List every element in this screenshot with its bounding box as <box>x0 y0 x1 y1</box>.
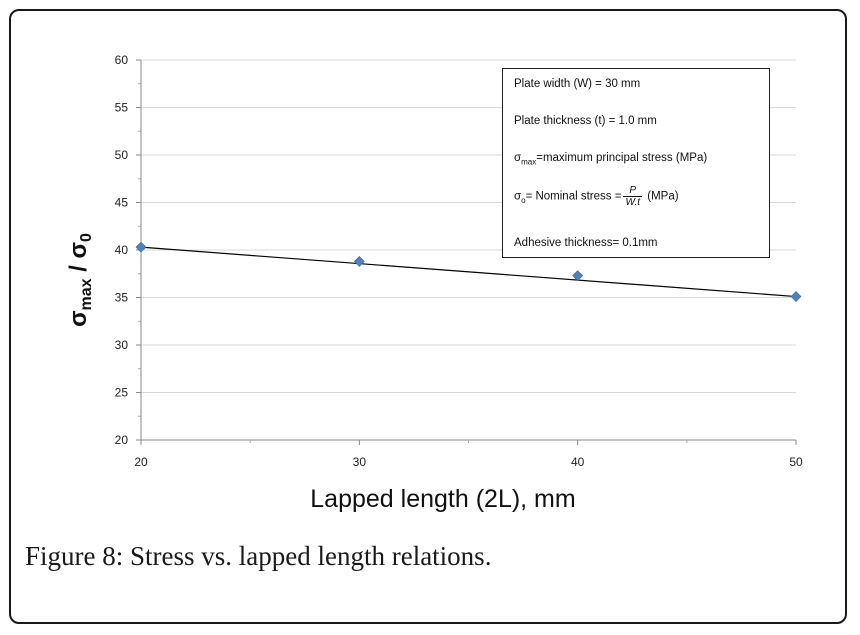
y-axis-label: σmax / σ0 <box>65 233 95 327</box>
y-label-sub-max: max <box>78 278 95 310</box>
x-tick-label: 20 <box>134 455 148 469</box>
y-tick-labels: 20 25 30 35 40 45 50 55 60 <box>115 53 129 447</box>
legend-sigma-max-symbol: σ <box>514 152 522 164</box>
y-tick-label: 25 <box>115 386 129 400</box>
y-tick-label: 50 <box>115 148 129 162</box>
legend-adhesive: Adhesive thickness= 0.1mm <box>514 237 658 249</box>
caption-label: Figure 8: <box>25 541 124 571</box>
y-label-sep: / <box>65 258 92 278</box>
x-tick-labels: 20 30 40 50 <box>134 455 803 469</box>
x-tick-label: 30 <box>353 455 367 469</box>
x-tick-label: 50 <box>789 455 803 469</box>
data-point <box>135 241 147 253</box>
legend-sigma-max-sub: max <box>521 157 537 167</box>
legend-sigma-o-unit: (MPa) <box>647 190 679 203</box>
legend-sigma-o-symbol: σ <box>514 190 522 203</box>
x-tick-label: 40 <box>571 455 585 469</box>
y-tick-label: 55 <box>115 101 129 115</box>
legend-plate-width: Plate width (W) = 30 mm <box>514 78 641 90</box>
fraction-numerator: P <box>623 185 643 197</box>
legend-sigma-max: σmax=maximum principal stress (MPa) <box>514 152 707 166</box>
legend-box: Plate width (W) = 30 mm Plate thickness … <box>502 68 770 258</box>
y-label-sub-zero: 0 <box>78 233 95 242</box>
x-axis-label: Lapped length (2L), mm <box>310 485 575 513</box>
figure-caption: Figure 8: Stress vs. lapped length relat… <box>25 541 491 572</box>
legend-sigma-nominal: σo= Nominal stress = P W.t (MPa) <box>514 185 679 208</box>
y-tick-label: 35 <box>115 291 129 305</box>
y-tick-label: 20 <box>115 433 129 447</box>
data-point <box>572 270 584 282</box>
series-line <box>140 246 797 298</box>
legend-sigma-o-sub: o <box>521 195 526 205</box>
fraction-denominator: W.t <box>625 197 641 208</box>
data-point <box>790 291 802 302</box>
y-tick-label: 60 <box>115 53 129 67</box>
caption-text: Stress vs. lapped length relations. <box>130 541 492 571</box>
legend-sigma-o-text: = Nominal stress = <box>525 190 622 203</box>
legend-sigma-max-text: =maximum principal stress (MPa) <box>536 152 708 164</box>
y-tick-label: 40 <box>115 243 129 257</box>
nominal-stress-fraction: P W.t <box>623 185 643 208</box>
data-point <box>353 255 365 267</box>
y-tick-label: 45 <box>115 196 129 210</box>
series <box>135 241 802 302</box>
legend-plate-thickness: Plate thickness (t) = 1.0 mm <box>514 115 657 127</box>
y-label-sigma2: σ <box>65 242 92 258</box>
y-tick-label: 30 <box>115 338 129 352</box>
y-label-sigma: σ <box>65 310 92 326</box>
